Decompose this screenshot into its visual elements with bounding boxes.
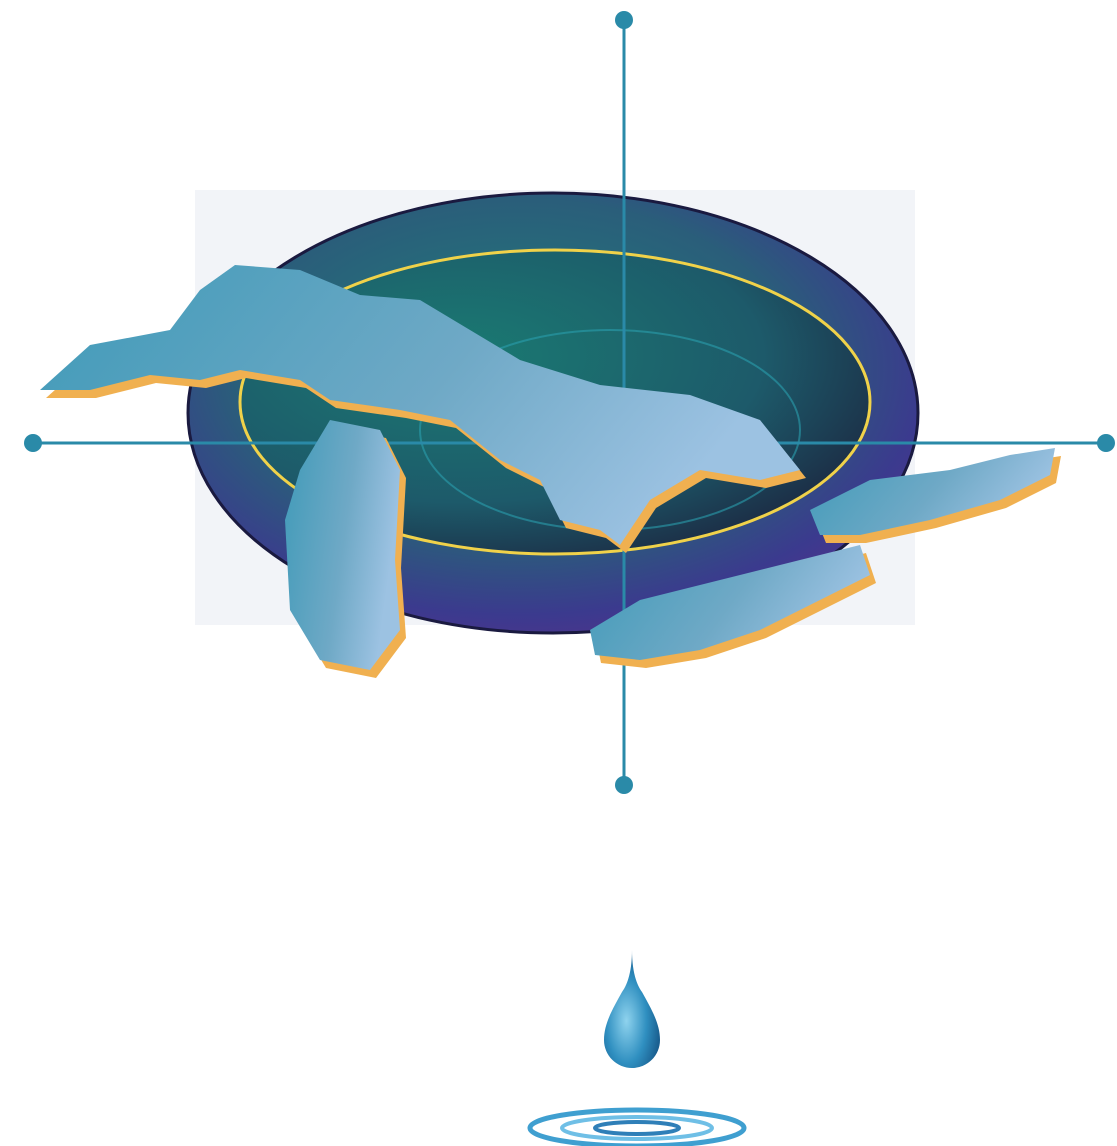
ripple-ring bbox=[527, 1107, 747, 1146]
ripple-ring bbox=[560, 1115, 714, 1141]
great-lakes bbox=[40, 265, 1061, 678]
lake-erie bbox=[590, 545, 870, 660]
crosshair-dots bbox=[24, 11, 1115, 794]
lake-superior-huron bbox=[40, 265, 800, 545]
lakes bbox=[40, 265, 1055, 670]
ripple-ring bbox=[593, 1120, 681, 1136]
drop bbox=[604, 950, 660, 1068]
dot bbox=[615, 776, 633, 794]
ripple bbox=[527, 1107, 747, 1146]
lake-michigan bbox=[285, 420, 400, 670]
dot bbox=[615, 11, 633, 29]
lake-ontario bbox=[810, 448, 1055, 535]
dot bbox=[1097, 434, 1115, 452]
dot bbox=[24, 434, 42, 452]
